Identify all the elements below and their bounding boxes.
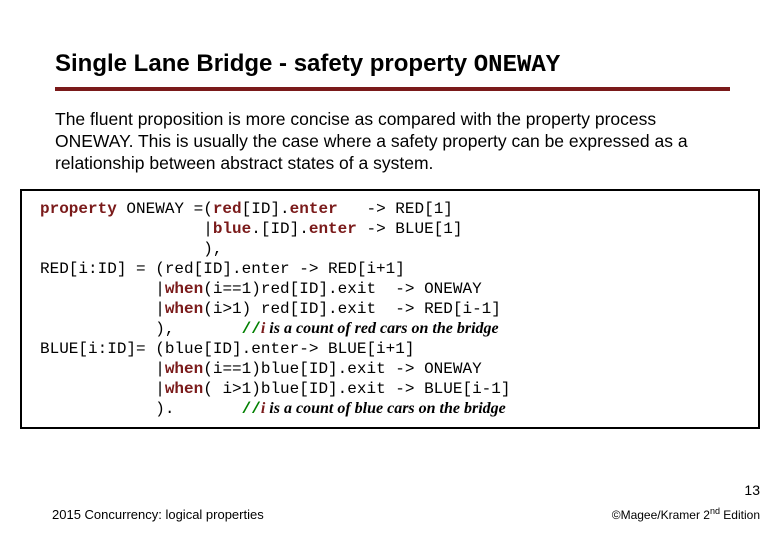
footer-right-prefix: ©Magee/Kramer 2 bbox=[612, 508, 710, 522]
intro-paragraph: The fluent proposition is more concise a… bbox=[55, 109, 730, 175]
code-box: property ONEWAY =(red[ID].enter -> RED[1… bbox=[20, 189, 760, 429]
kw-when: when bbox=[165, 280, 203, 298]
code-text: RED[i:ID] = (red[ID].enter -> RED[i+1] bbox=[40, 260, 405, 278]
kw-enter: enter bbox=[309, 220, 357, 238]
kw-when: when bbox=[165, 380, 203, 398]
footer-right: ©Magee/Kramer 2nd Edition bbox=[612, 506, 760, 522]
code-text: [ID]. bbox=[242, 200, 290, 218]
code-text: | bbox=[40, 280, 165, 298]
comment-slash: // bbox=[242, 400, 261, 418]
kw-when: when bbox=[165, 300, 203, 318]
code-text: (i==1)blue[ID].exit -> ONEWAY bbox=[203, 360, 481, 378]
code-text: -> RED[1] bbox=[338, 200, 453, 218]
comment-text: is a count of blue cars on the bridge bbox=[265, 400, 505, 417]
code-text: .[ID]. bbox=[251, 220, 309, 238]
kw-enter: enter bbox=[290, 200, 338, 218]
slide: Single Lane Bridge - safety property ONE… bbox=[0, 0, 780, 540]
slide-title: Single Lane Bridge - safety property ONE… bbox=[55, 50, 730, 79]
footer-right-sup: nd bbox=[710, 506, 720, 516]
title-main: Single Lane Bridge - safety property bbox=[55, 50, 474, 77]
kw-red: red bbox=[213, 200, 242, 218]
code-text: | bbox=[40, 380, 165, 398]
code-text: ), bbox=[40, 320, 242, 338]
kw-when: when bbox=[165, 360, 203, 378]
title-rule bbox=[55, 87, 730, 91]
code-text: ). bbox=[40, 400, 242, 418]
kw-blue: blue bbox=[213, 220, 251, 238]
code-text: | bbox=[40, 360, 165, 378]
code-text: -> BLUE[1] bbox=[357, 220, 463, 238]
code-text: | bbox=[40, 220, 213, 238]
code-text: (i>1) red[ID].exit -> RED[i-1] bbox=[203, 300, 501, 318]
code-text: ( i>1)blue[ID].exit -> BLUE[i-1] bbox=[203, 380, 510, 398]
comment-slash: // bbox=[242, 320, 261, 338]
code-text: ), bbox=[40, 240, 222, 258]
code-text: ONEWAY =( bbox=[117, 200, 213, 218]
code-text: | bbox=[40, 300, 165, 318]
page-number: 13 bbox=[744, 482, 760, 498]
code-text: BLUE[i:ID]= (blue[ID].enter-> BLUE[i+1] bbox=[40, 340, 414, 358]
footer-right-suffix: Edition bbox=[720, 508, 760, 522]
code-text: (i==1)red[ID].exit -> ONEWAY bbox=[203, 280, 481, 298]
title-code: ONEWAY bbox=[474, 52, 560, 79]
footer-left: 2015 Concurrency: logical properties bbox=[52, 507, 264, 522]
kw-property: property bbox=[40, 200, 117, 218]
comment-text: is a count of red cars on the bridge bbox=[265, 320, 498, 337]
